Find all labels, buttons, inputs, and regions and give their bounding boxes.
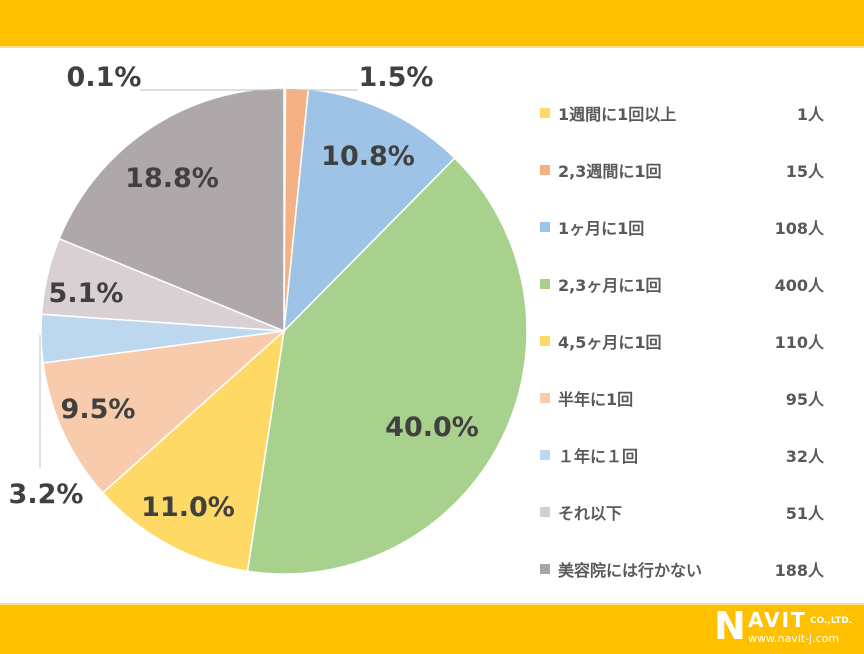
legend-label: 美容院には行かない (558, 560, 703, 580)
legend-count: 400人 (774, 275, 824, 295)
legend-label: 2,3週間に1回 (558, 161, 662, 181)
legend-swatch (540, 107, 550, 118)
legend-label: 1週間に1回以上 (558, 104, 677, 124)
percent-label: 40.0% (385, 412, 479, 443)
legend-item: それ以下 51人 (540, 483, 830, 540)
legend-item: 2,3ヶ月に1回 400人 (540, 255, 830, 312)
legend-swatch (540, 335, 550, 346)
legend-swatch (540, 392, 550, 403)
pie-slice (246, 157, 528, 575)
legend: 1週間に1回以上 1人 2,3週間に1回 15人 1ヶ月に1回 108人 2,3… (540, 84, 830, 597)
percent-label: 1.5% (359, 62, 434, 93)
legend-item: 2,3週間に1回 15人 (540, 141, 830, 198)
percent-label: 3.2% (9, 479, 84, 510)
footer-band (0, 603, 864, 654)
legend-swatch (540, 221, 550, 232)
legend-item: 4,5ヶ月に1回 110人 (540, 312, 830, 369)
legend-item: 半年に1回 95人 (540, 369, 830, 426)
legend-item: 1週間に1回以上 1人 (540, 84, 830, 141)
legend-swatch (540, 506, 550, 517)
legend-item: １年に１回 32人 (540, 426, 830, 483)
logo-n: N (714, 604, 746, 648)
percent-label: 5.1% (49, 278, 124, 309)
legend-label: 半年に1回 (558, 389, 634, 409)
percent-label: 18.8% (125, 163, 219, 194)
percent-label: 9.5% (61, 394, 136, 425)
logo-url: www.navit-j.com (748, 632, 840, 645)
percent-label: 11.0% (141, 492, 235, 523)
pie-slice (42, 329, 287, 494)
legend-swatch (540, 563, 550, 574)
legend-count: 108人 (774, 218, 824, 238)
percent-label: 0.1% (67, 62, 142, 93)
legend-swatch (540, 164, 550, 175)
legend-label: １年に１回 (558, 446, 639, 466)
pie-slice (101, 329, 286, 573)
legend-item: 1ヶ月に1回 108人 (540, 198, 830, 255)
logo-co: CO.,LTD. (810, 616, 853, 626)
percent-label: 10.8% (321, 141, 415, 172)
legend-count: 51人 (785, 503, 824, 523)
header-band (0, 0, 864, 48)
legend-swatch (540, 278, 550, 289)
legend-item: 美容院には行かない 188人 (540, 540, 830, 597)
legend-count: 110人 (774, 332, 824, 352)
legend-count: 188人 (774, 560, 824, 580)
navit-logo: N AVIT CO.,LTD. www.navit-j.com (714, 606, 860, 650)
legend-count: 32人 (785, 446, 824, 466)
legend-swatch (540, 449, 550, 460)
legend-label: 4,5ヶ月に1回 (558, 332, 662, 352)
legend-count: 1人 (796, 104, 824, 124)
legend-label: それ以下 (558, 503, 623, 523)
legend-count: 95人 (785, 389, 824, 409)
legend-count: 15人 (785, 161, 824, 181)
pie-slice (283, 88, 456, 334)
legend-label: 1ヶ月に1回 (558, 218, 645, 238)
logo-avit: AVIT (748, 608, 807, 632)
legend-label: 2,3ヶ月に1回 (558, 275, 662, 295)
